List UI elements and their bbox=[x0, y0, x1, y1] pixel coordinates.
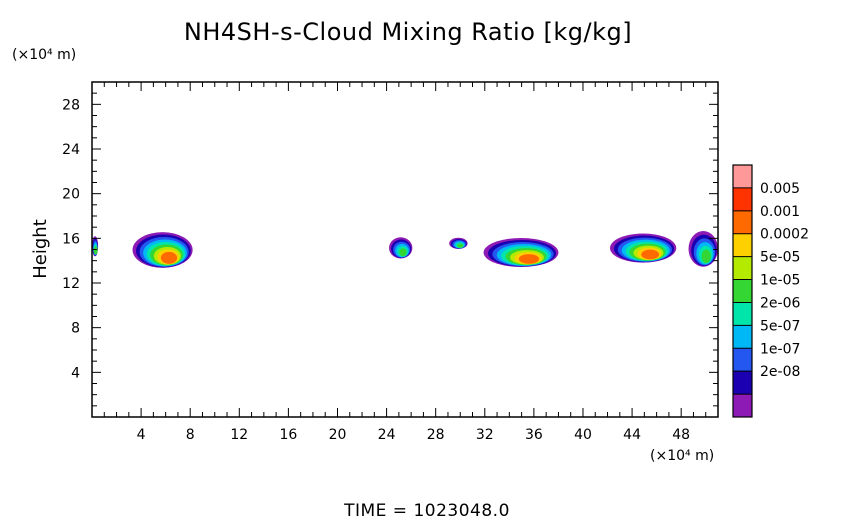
cloud-patch bbox=[457, 243, 464, 248]
cloud-patch bbox=[641, 249, 660, 260]
colorbar-label: 1e-05 bbox=[760, 273, 800, 289]
x-tick-label: 36 bbox=[525, 427, 543, 443]
x-axis-unit: (×10⁴ m) bbox=[650, 448, 714, 464]
y-tick-label: 16 bbox=[62, 231, 80, 247]
colorbar-swatch bbox=[733, 233, 752, 257]
cloud-patch bbox=[518, 254, 540, 264]
y-tick-label: 8 bbox=[71, 321, 80, 337]
colorbar-swatch bbox=[733, 210, 752, 234]
x-axis: 4 8 12 16 20 24 28 32 36 40 44 48 bbox=[103, 82, 707, 443]
y-tick-label: 28 bbox=[62, 97, 80, 113]
cloud-field bbox=[92, 230, 718, 268]
x-tick-label: 4 bbox=[137, 427, 146, 443]
colorbar-label: 0.0002 bbox=[760, 227, 809, 243]
colorbar-frame bbox=[732, 164, 753, 418]
y-tick-label: 12 bbox=[62, 276, 80, 292]
y-tick-label: 24 bbox=[62, 142, 80, 158]
y-axis: 4 8 12 16 20 24 28 bbox=[62, 92, 718, 407]
colorbar-swatch bbox=[733, 279, 752, 303]
y-tick-label: 20 bbox=[62, 187, 80, 203]
colorbar-label: 1e-07 bbox=[760, 341, 800, 357]
colorbar-label: 5e-05 bbox=[760, 250, 800, 266]
x-tick-label: 16 bbox=[279, 427, 297, 443]
chart-title: NH4SH-s-Cloud Mixing Ratio [kg/kg] bbox=[184, 18, 632, 46]
colorbar-label: 0.001 bbox=[760, 204, 800, 220]
x-tick-label: 48 bbox=[672, 427, 690, 443]
cloud-patch bbox=[160, 251, 178, 264]
colorbar-swatch bbox=[733, 348, 752, 372]
cloud-patch bbox=[701, 249, 711, 263]
x-tick-label: 32 bbox=[476, 427, 494, 443]
y-tick-label: 4 bbox=[71, 365, 80, 381]
colorbar-swatch bbox=[733, 371, 752, 395]
cloud-patch bbox=[399, 248, 407, 257]
colorbar-swatch bbox=[733, 187, 752, 211]
x-tick-label: 8 bbox=[186, 427, 195, 443]
x-tick-label: 40 bbox=[574, 427, 592, 443]
cloud-patch bbox=[93, 246, 98, 255]
colorbar-swatch bbox=[733, 165, 752, 188]
colorbar: 0.005 0.001 0.0002 5e-05 1e-05 2e-06 5e-07 1e-0… bbox=[732, 164, 809, 418]
colorbar-swatch bbox=[733, 394, 752, 417]
colorbar-label: 2e-08 bbox=[760, 364, 800, 380]
y-axis-label: Height bbox=[30, 219, 51, 279]
colorbar-label: 5e-07 bbox=[760, 318, 800, 334]
x-tick-label: 28 bbox=[427, 427, 445, 443]
x-tick-label: 12 bbox=[230, 427, 248, 443]
colorbar-swatch bbox=[733, 256, 752, 280]
x-tick-label: 20 bbox=[329, 427, 347, 443]
y-axis-unit: (×10⁴ m) bbox=[12, 47, 76, 63]
colorbar-swatch bbox=[733, 325, 752, 349]
colorbar-swatch bbox=[733, 302, 752, 326]
colorbar-label: 2e-06 bbox=[760, 295, 800, 311]
x-tick-label: 24 bbox=[378, 427, 396, 443]
colorbar-label: 0.005 bbox=[760, 181, 800, 197]
x-tick-label: 44 bbox=[623, 427, 641, 443]
time-label: TIME = 1023048.0 bbox=[343, 501, 510, 519]
